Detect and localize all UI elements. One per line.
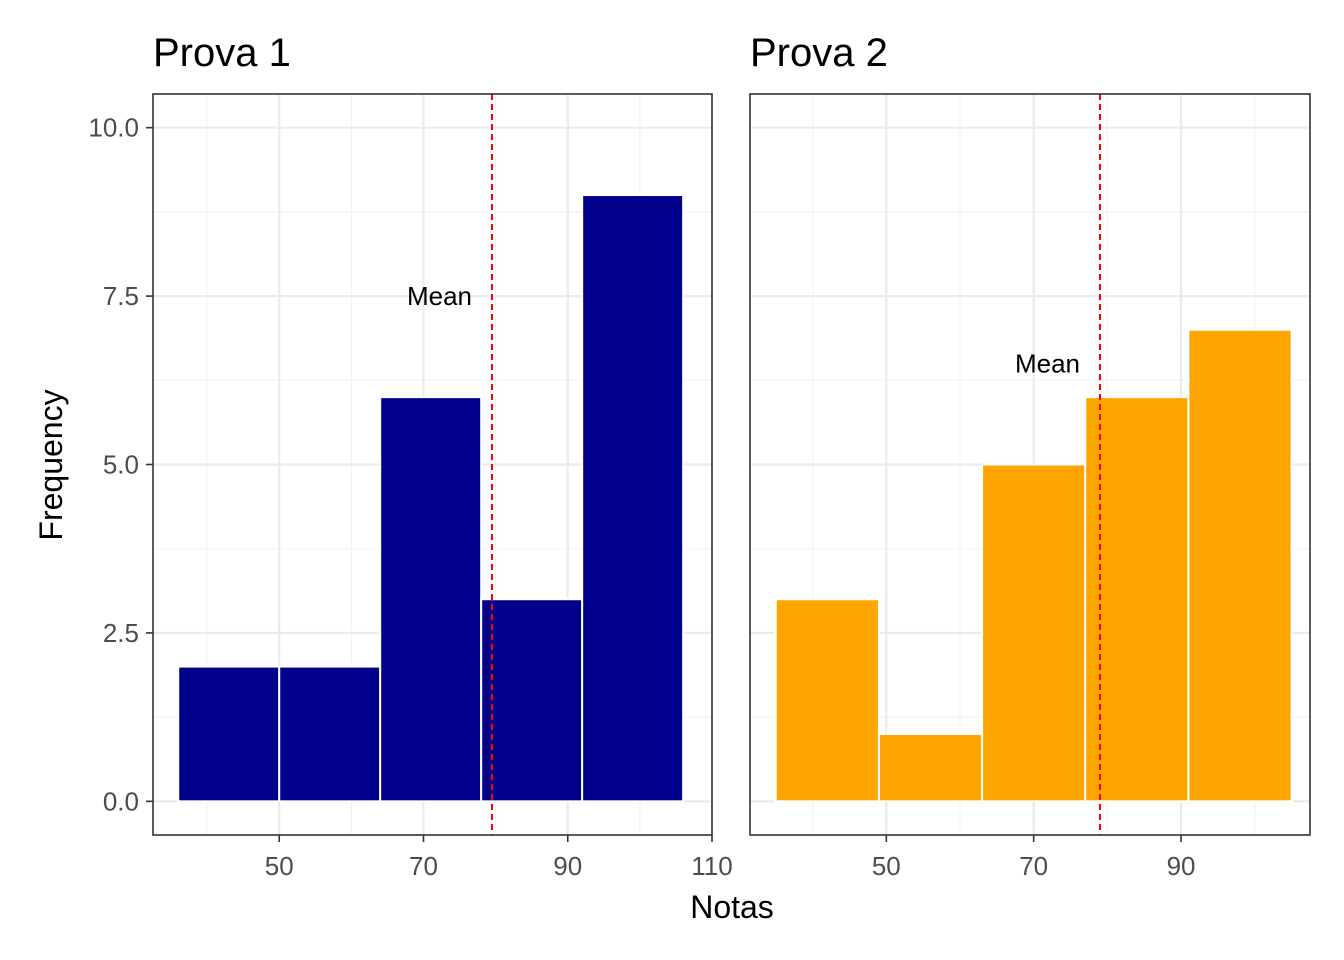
- x-tick-label: 50: [265, 851, 294, 881]
- histogram-bar: [1084, 396, 1190, 803]
- panel-bars: [177, 194, 685, 803]
- y-axis-title: Frequency: [33, 389, 69, 540]
- x-axis: 50 70 90: [872, 835, 1196, 881]
- y-tick-label: 5.0: [103, 450, 139, 480]
- histogram-bar: [581, 194, 685, 803]
- mean-marker: Mean: [1015, 94, 1101, 835]
- panel-prova-1: Prova 1 Mean 0.0 2.5 5.0 7.5 10.0 50 70 90 110: [88, 31, 732, 881]
- x-axis: 50 70 90 110: [265, 835, 733, 881]
- x-axis-title: Notas: [690, 889, 774, 925]
- histogram-bar: [480, 598, 584, 803]
- x-tick-label: 70: [409, 851, 438, 881]
- histogram-bar: [1187, 328, 1293, 803]
- y-tick-label: 2.5: [103, 618, 139, 648]
- mean-label: Mean: [407, 281, 472, 311]
- panel-title: Prova 2: [750, 31, 888, 75]
- x-tick-label: 90: [553, 851, 582, 881]
- mean-marker: Mean: [407, 94, 494, 835]
- x-tick-label: 70: [1019, 851, 1048, 881]
- panel-title: Prova 1: [153, 31, 291, 75]
- y-tick-label: 0.0: [103, 786, 139, 816]
- y-tick-label: 7.5: [103, 281, 139, 311]
- x-tick-label: 50: [872, 851, 901, 881]
- histogram-bar: [981, 463, 1087, 803]
- panel-bars: [774, 328, 1293, 803]
- mean-label: Mean: [1015, 348, 1080, 378]
- x-tick-label: 90: [1167, 851, 1196, 881]
- histogram-bar: [877, 732, 984, 803]
- y-tick-label: 10.0: [88, 113, 139, 143]
- histogram-bar: [774, 598, 880, 803]
- histogram-bar: [278, 665, 382, 803]
- histogram-bar: [177, 665, 281, 803]
- y-axis: 0.0 2.5 5.0 7.5 10.0: [88, 113, 153, 816]
- histogram-bar: [379, 396, 483, 803]
- panel-prova-2: Prova 2 Mean 50 70 90: [749, 31, 1311, 881]
- x-tick-label: 110: [691, 851, 732, 881]
- panel-border: [749, 93, 1311, 836]
